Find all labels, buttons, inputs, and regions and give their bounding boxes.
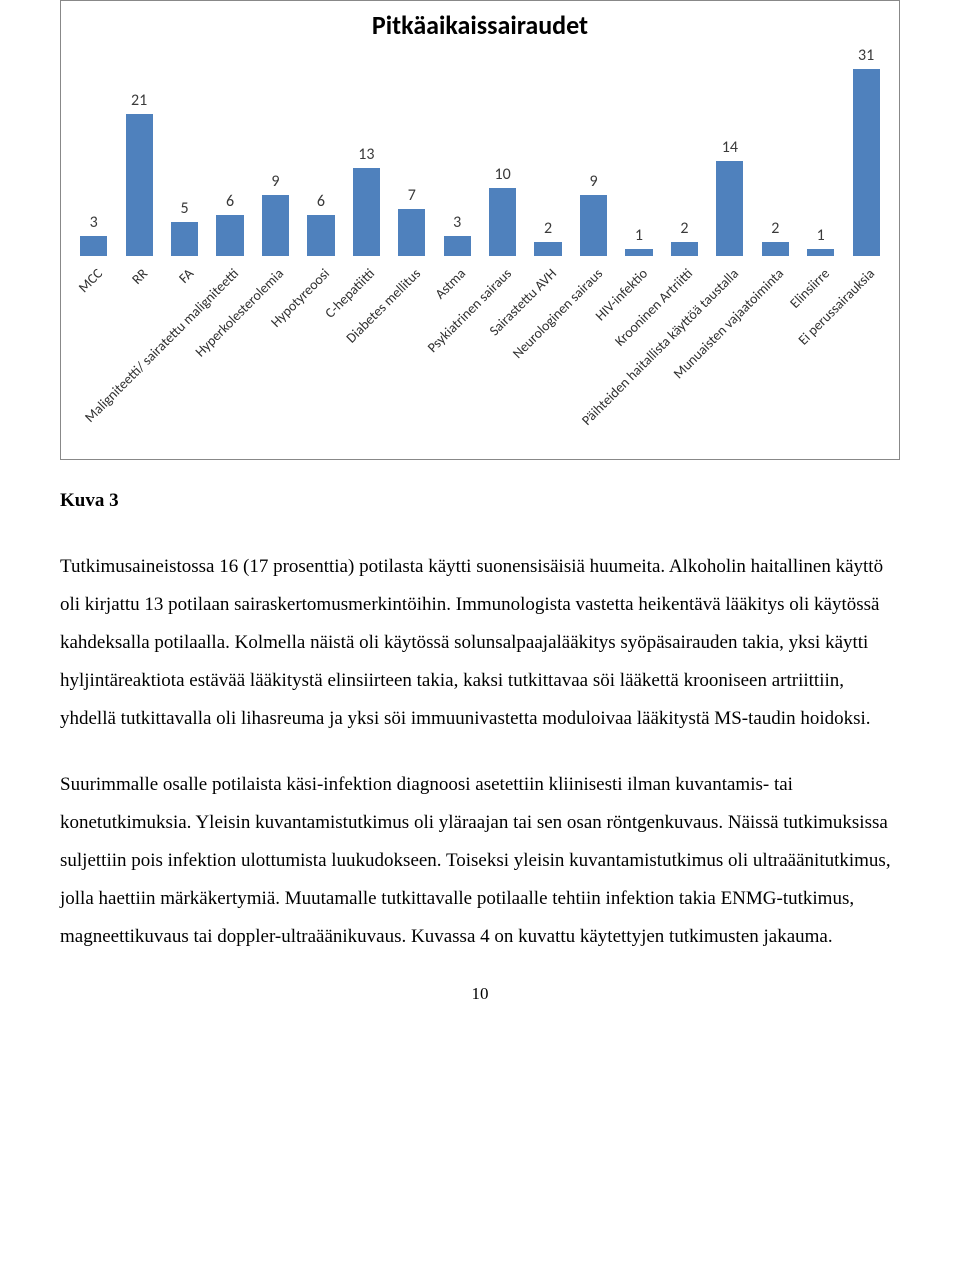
bar-value-label: 5 (181, 199, 189, 218)
bar-value-label: 13 (358, 145, 374, 164)
bar-rect (580, 195, 607, 256)
bar-rect (716, 161, 743, 256)
figure-caption: Kuva 3 (60, 490, 900, 512)
bar-value-label: 1 (817, 226, 825, 245)
bar-rect (80, 236, 107, 256)
bar-slot: 6 (298, 46, 343, 256)
bar-slot: 14 (707, 46, 752, 256)
bar-slot: 9 (253, 46, 298, 256)
bar-rect (353, 168, 380, 256)
bar-rect (762, 242, 789, 256)
bar-slot: 9 (571, 46, 616, 256)
bar-slot: 21 (116, 46, 161, 256)
bar-slot: 2 (662, 46, 707, 256)
bar-value-label: 9 (271, 172, 279, 191)
bar-rect (671, 242, 698, 256)
bar-value-label: 21 (131, 91, 147, 110)
bar-rect (171, 222, 198, 256)
bar-category-label: FA (175, 265, 197, 287)
bar-rect (444, 236, 471, 256)
bar-rect (398, 209, 425, 256)
bar-value-label: 31 (858, 46, 874, 65)
bar-slot: 3 (435, 46, 480, 256)
bar-value-label: 10 (495, 165, 511, 184)
bar-category-label: Astma (432, 265, 469, 302)
bar-category-label: RR (128, 265, 151, 288)
bar-rect (262, 195, 289, 256)
chart-container: Pitkäaikaissairaudet 3215696137310291214… (60, 0, 900, 460)
bar-rect (126, 114, 153, 256)
bar-rect (307, 215, 334, 256)
bar-rect (853, 69, 880, 256)
bar-value-label: 6 (317, 192, 325, 211)
bar-value-label: 2 (680, 219, 688, 238)
bar-slot: 31 (843, 46, 888, 256)
bar-value-label: 1 (635, 226, 643, 245)
bar-value-label: 9 (589, 172, 597, 191)
bar-slot: 2 (525, 46, 570, 256)
paragraph-1: Tutkimusaineistossa 16 (17 prosenttia) p… (60, 548, 900, 738)
bar-slot: 10 (480, 46, 525, 256)
bar-slot: 3 (71, 46, 116, 256)
bar-value-label: 14 (722, 138, 738, 157)
chart-title: Pitkäaikaissairaudet (61, 9, 899, 41)
bar-slot: 5 (162, 46, 207, 256)
bar-value-label: 7 (408, 186, 416, 205)
bar-category-label: MCC (75, 265, 106, 296)
bar-value-label: 3 (90, 213, 98, 232)
bar-rect (807, 249, 834, 256)
chart-plot-area: 32156961373102912142131 (71, 46, 889, 256)
bar-value-label: 2 (544, 219, 552, 238)
paragraph-2: Suurimmalle osalle potilaista käsi-infek… (60, 766, 900, 956)
bar-slot: 13 (344, 46, 389, 256)
bar-value-label: 2 (771, 219, 779, 238)
bar-slot: 1 (616, 46, 661, 256)
chart-x-labels: MCCRRFAMaligniteetti/ sairatettu maligni… (71, 259, 889, 260)
bar-slot: 6 (207, 46, 252, 256)
bar-rect (534, 242, 561, 256)
bar-slot: 1 (798, 46, 843, 256)
body-text: Tutkimusaineistossa 16 (17 prosenttia) p… (60, 548, 900, 956)
bar-rect (625, 249, 652, 256)
bar-rect (489, 188, 516, 256)
page-number: 10 (60, 984, 900, 1004)
bar-slot: 2 (753, 46, 798, 256)
bar-value-label: 3 (453, 213, 461, 232)
bar-rect (216, 215, 243, 256)
bar-value-label: 6 (226, 192, 234, 211)
bar-slot: 7 (389, 46, 434, 256)
